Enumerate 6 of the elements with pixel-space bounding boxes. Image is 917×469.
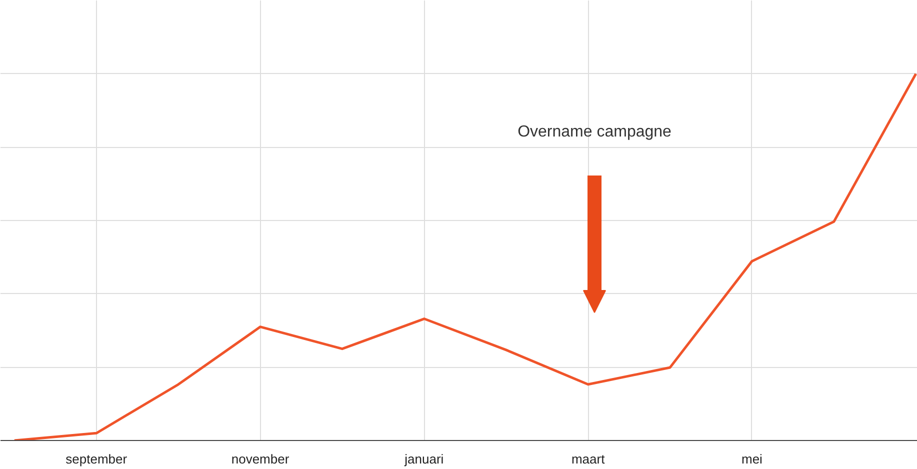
x-tick-label: maart	[571, 452, 606, 466]
x-tick-label: januari	[404, 452, 444, 466]
annotation: Overname campagne	[518, 124, 672, 140]
x-tick-label: september	[66, 452, 128, 466]
x-tick-label: november	[231, 452, 290, 466]
x-tick-label: mei	[741, 452, 763, 466]
